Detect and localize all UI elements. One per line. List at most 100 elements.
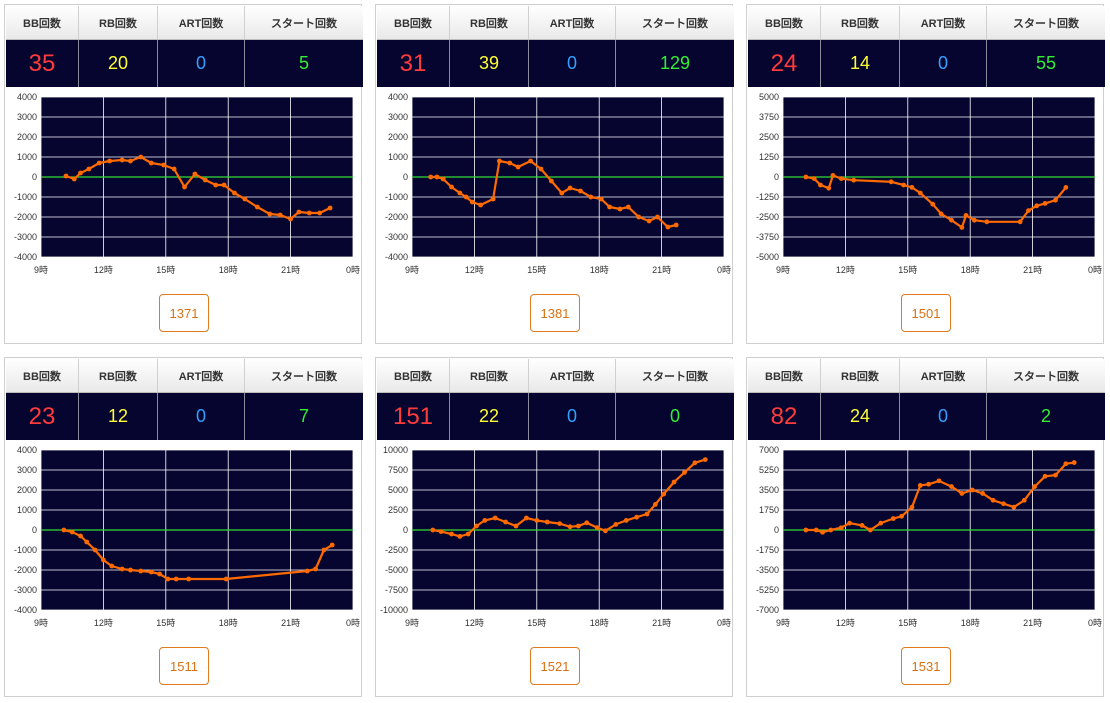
x-tick-label: 12時 [94, 618, 113, 628]
data-point [138, 154, 144, 160]
data-point [598, 196, 604, 202]
data-point [503, 519, 508, 525]
data-point [449, 531, 454, 537]
rb-count: 22 [449, 392, 529, 440]
x-tick-label: 15時 [527, 265, 546, 275]
x-tick-label: 0時 [717, 265, 731, 275]
data-point [917, 190, 923, 196]
x-tick-label: 18時 [219, 618, 238, 628]
data-point [513, 523, 519, 529]
y-tick-label: 5000 [759, 92, 779, 102]
data-point [692, 460, 698, 466]
data-point [465, 531, 471, 537]
data-point [634, 514, 640, 520]
data-point [671, 479, 677, 485]
x-tick-label: 15時 [156, 618, 175, 628]
start-count: 5 [244, 39, 363, 87]
data-point [1071, 460, 1077, 465]
y-tick-label: 0 [32, 172, 37, 182]
machine-number-button[interactable]: 1521 [530, 647, 580, 685]
data-point [1063, 461, 1069, 467]
x-tick-label: 21時 [1023, 265, 1042, 275]
data-point [296, 209, 302, 215]
y-tick-label: 5250 [759, 465, 779, 475]
y-tick-label: -3000 [14, 585, 37, 595]
y-tick-label: 1000 [17, 505, 37, 515]
data-point [594, 525, 600, 530]
data-point [92, 547, 98, 553]
x-tick-label: 12時 [465, 265, 484, 275]
x-tick-label: 21時 [652, 265, 671, 275]
data-point [78, 533, 83, 539]
bb-count: 35 [6, 39, 79, 87]
data-point [838, 176, 844, 181]
x-tick-label: 18時 [219, 265, 238, 275]
y-tick-label: 4000 [388, 92, 408, 102]
data-point [847, 520, 852, 526]
data-point [434, 174, 440, 180]
y-tick-label: -4000 [385, 252, 408, 262]
x-tick-label: 9時 [405, 265, 419, 275]
data-point [186, 576, 192, 582]
y-tick-label: -3000 [385, 232, 408, 242]
bb-count: 23 [6, 392, 79, 440]
data-point [828, 527, 834, 533]
start-header: スタート回数 [986, 359, 1105, 393]
slump-chart: 10000 7500 5000 2500 0 -2500 -5000 -7500 -10000 9… [380, 445, 731, 628]
machine-number-button[interactable]: 1501 [901, 294, 951, 332]
machine-panel: BB回数 RB回数 ART回数 スタート回数 24 14 0 55 1501 5000 3750 25… [746, 4, 1105, 344]
data-point [496, 158, 502, 164]
slump-chart: 4000 3000 2000 1000 0 -1000 -2000 -3000 -4000 9時 1… [14, 445, 360, 628]
data-point [813, 527, 819, 533]
data-point [625, 204, 631, 210]
data-point [665, 224, 671, 230]
machine-number-button[interactable]: 1511 [159, 647, 209, 685]
art-count: 0 [899, 392, 987, 440]
data-point [478, 202, 484, 208]
data-point [917, 483, 923, 488]
data-point [428, 174, 434, 180]
x-tick-label: 15時 [156, 265, 175, 275]
data-point [851, 177, 857, 183]
data-point [317, 210, 323, 216]
stats-table: BB回数 RB回数 ART回数 スタート回数 82 24 0 2 [748, 359, 1105, 440]
data-point [61, 527, 67, 533]
rb-count: 24 [820, 392, 900, 440]
x-tick-label: 0時 [717, 618, 731, 628]
start-count: 55 [986, 39, 1105, 87]
y-tick-label: 3000 [388, 112, 408, 122]
data-point [971, 217, 977, 223]
data-point [984, 219, 990, 225]
data-point [959, 491, 965, 496]
machine-number-button[interactable]: 1531 [901, 647, 951, 685]
y-tick-label: 1750 [759, 505, 779, 515]
start-header: スタート回数 [986, 6, 1105, 40]
data-point [101, 557, 106, 563]
data-point [71, 176, 77, 182]
y-tick-label: 0 [32, 525, 37, 535]
y-tick-label: 1000 [17, 152, 37, 162]
stats-table: BB回数 RB回数 ART回数 スタート回数 31 39 0 129 [377, 6, 734, 87]
machine-panel: BB回数 RB回数 ART回数 スタート回数 35 20 0 5 1371 4000 3000 200… [4, 4, 363, 344]
art-count: 0 [157, 392, 245, 440]
slump-chart: 4000 3000 2000 1000 0 -1000 -2000 -3000 -4000 9時 1… [385, 92, 731, 275]
data-point [128, 567, 133, 573]
data-point [661, 491, 667, 497]
art-header: ART回数 [157, 359, 245, 393]
data-point [646, 218, 652, 224]
data-point [107, 158, 113, 164]
y-tick-label: -7500 [385, 585, 408, 595]
machine-number-button[interactable]: 1381 [530, 294, 580, 332]
art-count: 0 [528, 392, 616, 440]
data-point [613, 522, 619, 527]
y-tick-label: 7500 [388, 465, 408, 475]
machine-number-button[interactable]: 1371 [159, 294, 209, 332]
data-point [457, 534, 463, 539]
data-point [811, 176, 817, 181]
data-point [329, 542, 335, 548]
bb-header: BB回数 [6, 359, 79, 393]
rb-header: RB回数 [449, 359, 529, 393]
y-tick-label: -10000 [380, 605, 408, 615]
data-point [888, 179, 894, 185]
data-point [304, 568, 310, 574]
